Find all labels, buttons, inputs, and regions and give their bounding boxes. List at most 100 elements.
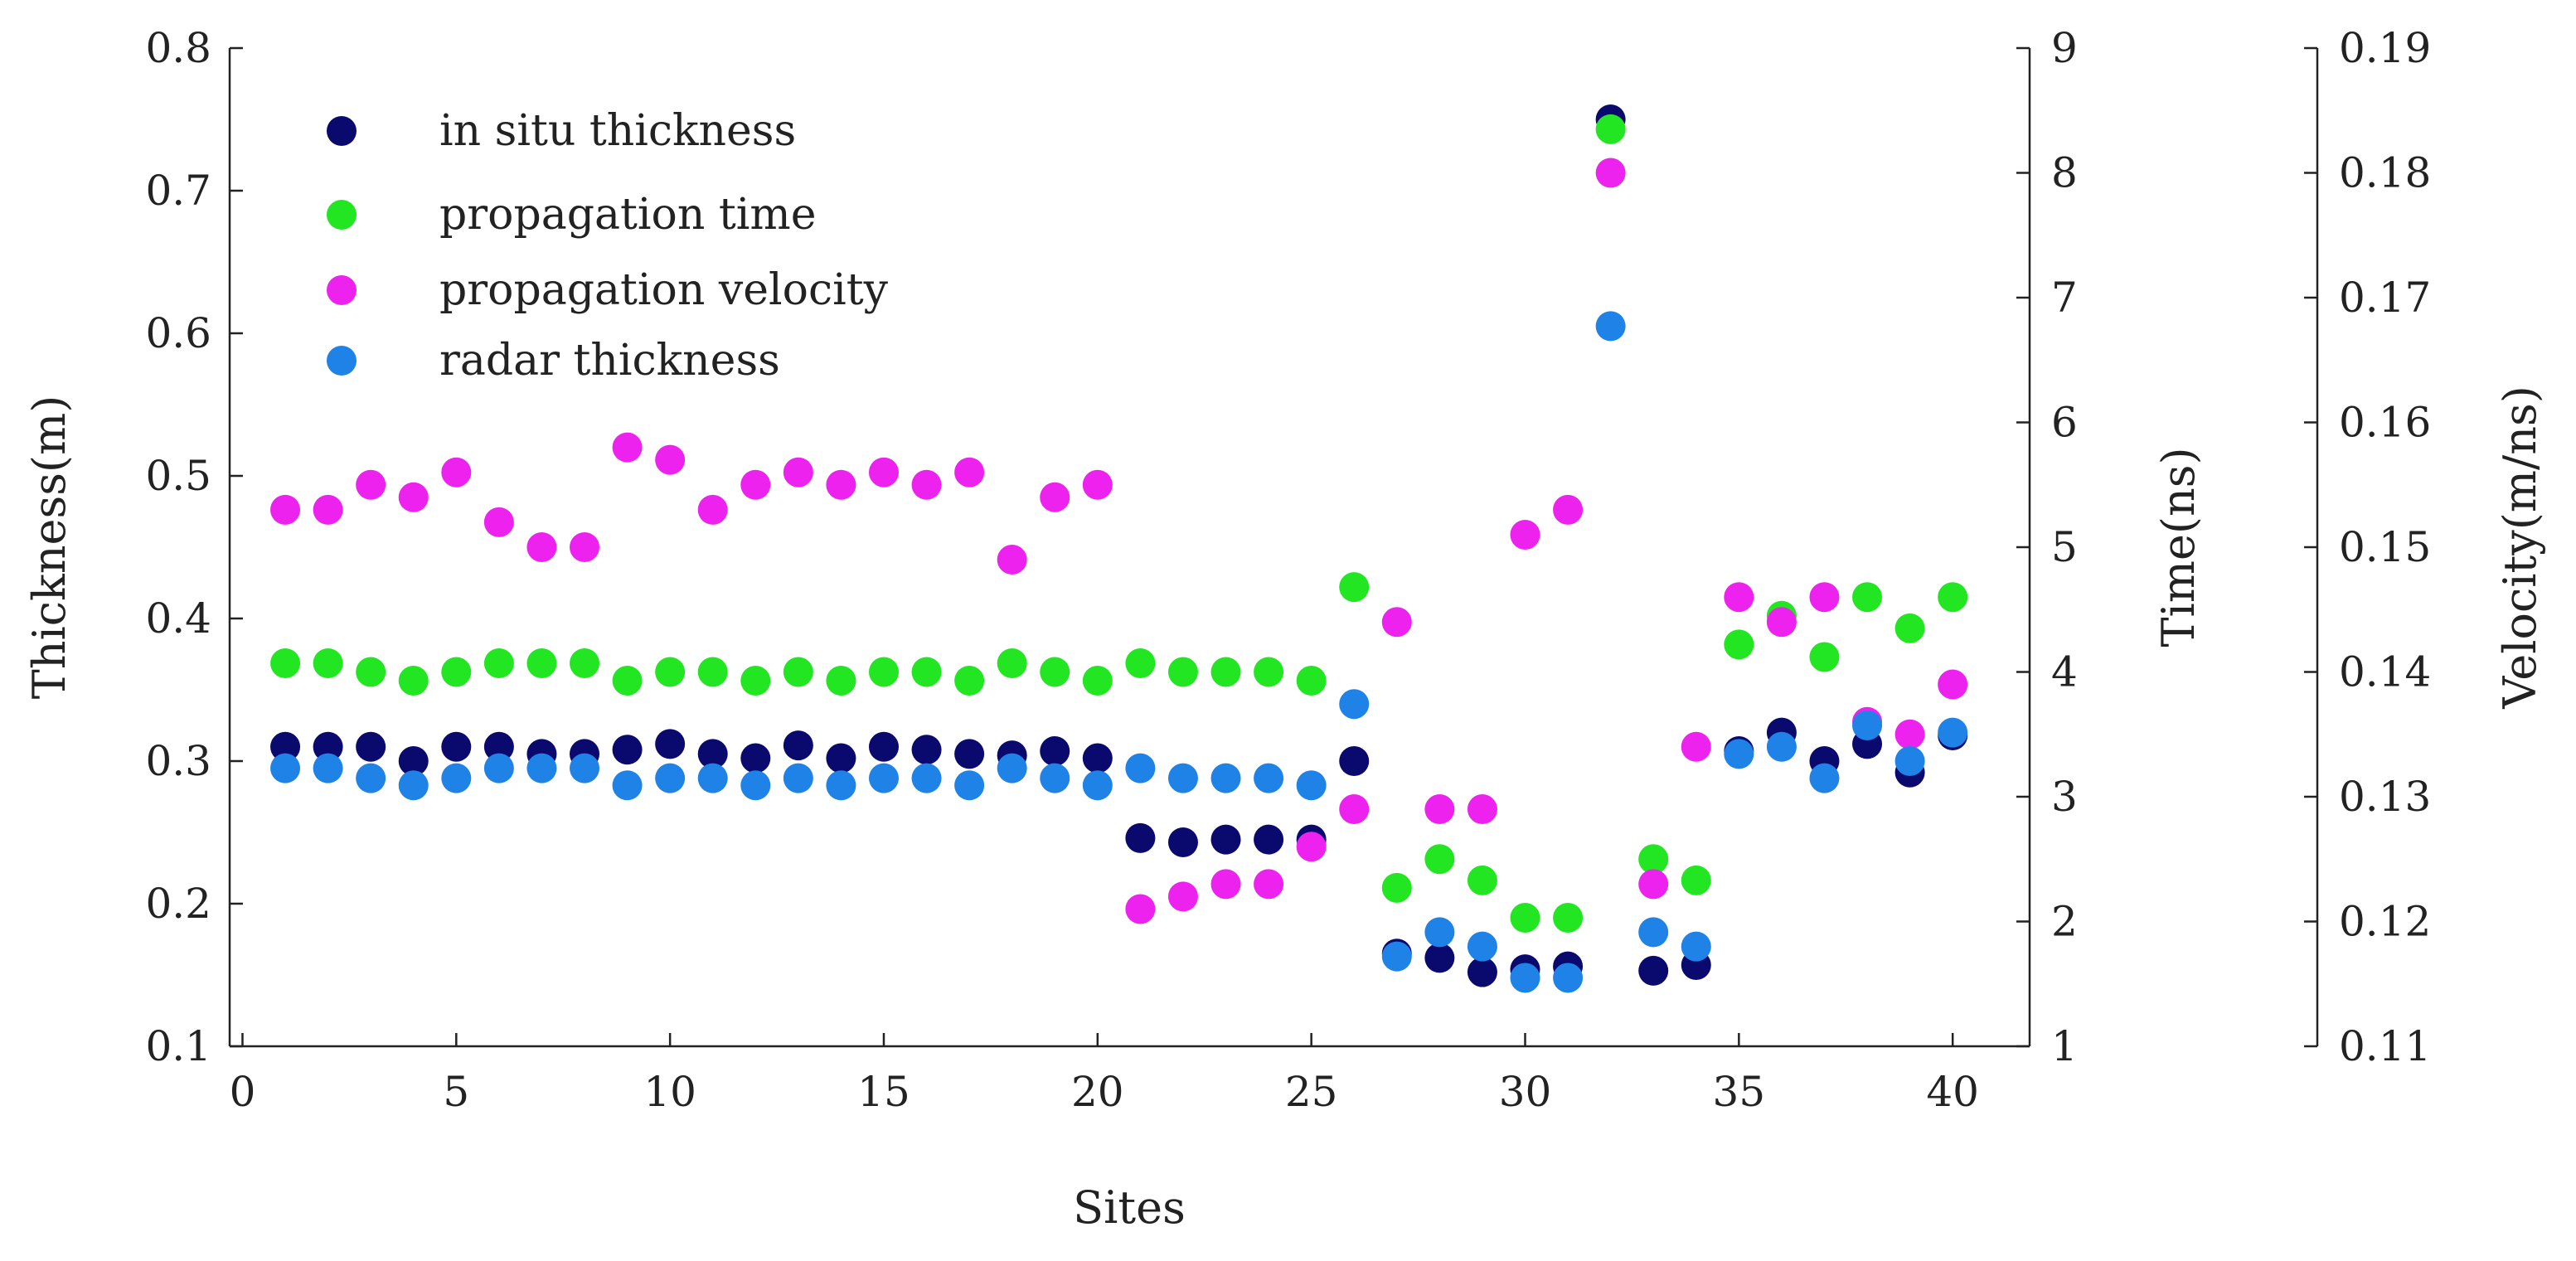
- point-propagation-velocity: [1724, 582, 1754, 613]
- time-tick-label: 7: [2051, 274, 2078, 322]
- point-propagation-velocity: [1894, 719, 1925, 749]
- legend-label-propagation-time: propagation time: [439, 190, 817, 240]
- point-propagation-time: [1381, 872, 1412, 903]
- point-propagation-time: [783, 657, 813, 687]
- point-propagation-time: [570, 647, 600, 678]
- point-radar-thickness: [441, 763, 472, 793]
- point-propagation-velocity: [740, 469, 771, 500]
- point-radar-thickness: [1553, 963, 1584, 993]
- point-in-situ-thickness: [1167, 827, 1198, 858]
- point-propagation-time: [1894, 613, 1925, 643]
- point-propagation-velocity: [441, 457, 472, 487]
- point-propagation-velocity: [1210, 869, 1241, 900]
- point-propagation-velocity: [1167, 881, 1198, 912]
- point-in-situ-thickness: [398, 746, 429, 776]
- time-axis-title: Time(ns): [2152, 447, 2205, 647]
- point-propagation-time: [356, 657, 386, 687]
- point-propagation-time: [526, 647, 557, 678]
- velocity-tick-label: 0.16: [2339, 399, 2431, 447]
- point-propagation-velocity: [526, 532, 557, 562]
- x-tick-label: 30: [1499, 1068, 1552, 1116]
- point-propagation-time: [1553, 902, 1584, 933]
- point-radar-thickness: [398, 770, 429, 801]
- point-in-situ-thickness: [612, 735, 643, 765]
- point-propagation-time: [954, 666, 985, 696]
- point-in-situ-thickness: [356, 731, 386, 762]
- time-tick-label: 5: [2051, 523, 2078, 571]
- thickness-tick-label: 0.6: [145, 309, 211, 357]
- point-in-situ-thickness: [868, 731, 899, 762]
- point-radar-thickness: [655, 763, 686, 793]
- point-radar-thickness: [1082, 770, 1113, 801]
- point-propagation-time: [1510, 902, 1540, 933]
- x-tick-label: 20: [1071, 1068, 1124, 1116]
- point-propagation-time: [1852, 582, 1883, 613]
- point-in-situ-thickness: [697, 739, 728, 769]
- time-tick-label: 9: [2051, 24, 2078, 72]
- point-radar-thickness: [1510, 963, 1540, 993]
- point-propagation-velocity: [1254, 869, 1284, 900]
- velocity-tick-label: 0.17: [2339, 274, 2431, 322]
- thickness-axis-title: Thickness(m): [23, 395, 75, 700]
- point-propagation-velocity: [1082, 469, 1113, 500]
- point-propagation-velocity: [483, 507, 514, 537]
- velocity-tick-label: 0.12: [2339, 898, 2431, 946]
- point-in-situ-thickness: [483, 731, 514, 762]
- point-propagation-velocity: [398, 482, 429, 512]
- point-propagation-velocity: [954, 457, 985, 487]
- velocity-tick-label: 0.18: [2339, 149, 2431, 197]
- x-tick-label: 25: [1285, 1068, 1338, 1116]
- x-tick-label: 0: [230, 1068, 256, 1116]
- point-propagation-time: [313, 647, 343, 678]
- thickness-tick-label: 0.2: [145, 880, 211, 928]
- point-in-situ-thickness: [783, 730, 813, 761]
- point-propagation-time: [997, 647, 1027, 678]
- point-propagation-velocity: [1766, 607, 1797, 638]
- point-radar-thickness: [1254, 763, 1284, 793]
- x-tick-label: 40: [1926, 1068, 1979, 1116]
- point-radar-thickness: [483, 753, 514, 783]
- point-propagation-velocity: [911, 469, 942, 500]
- point-radar-thickness: [826, 770, 856, 801]
- point-in-situ-thickness: [1082, 743, 1113, 774]
- point-radar-thickness: [1681, 931, 1711, 962]
- legend-label-radar-thickness: radar thickness: [439, 336, 780, 386]
- point-propagation-velocity: [1938, 669, 1968, 700]
- x-tick-label: 10: [643, 1068, 696, 1116]
- point-in-situ-thickness: [1424, 943, 1455, 973]
- point-in-situ-thickness: [954, 739, 985, 769]
- point-radar-thickness: [1724, 739, 1754, 769]
- point-in-situ-thickness: [1040, 735, 1070, 766]
- thickness-tick-label: 0.7: [145, 167, 211, 215]
- point-radar-thickness: [911, 763, 942, 793]
- velocity-tick-label: 0.11: [2339, 1022, 2431, 1070]
- point-propagation-time: [826, 666, 856, 696]
- point-in-situ-thickness: [1254, 824, 1284, 855]
- point-propagation-velocity: [356, 469, 386, 500]
- point-radar-thickness: [1595, 311, 1626, 342]
- point-propagation-time: [612, 666, 643, 696]
- point-propagation-velocity: [1510, 519, 1540, 550]
- point-radar-thickness: [1339, 689, 1370, 720]
- point-propagation-velocity: [1681, 731, 1711, 762]
- point-propagation-time: [1254, 657, 1284, 687]
- point-radar-thickness: [1852, 711, 1883, 740]
- point-radar-thickness: [1296, 770, 1327, 801]
- legend-marker-propagation-time: [327, 200, 357, 230]
- point-propagation-velocity: [697, 494, 728, 525]
- point-propagation-time: [1938, 582, 1968, 613]
- legend-label-in-situ-thickness: in situ thickness: [439, 106, 796, 156]
- point-propagation-time: [1040, 657, 1070, 687]
- point-propagation-time: [1467, 865, 1497, 895]
- point-in-situ-thickness: [270, 731, 301, 762]
- point-propagation-time: [1082, 666, 1113, 696]
- thickness-tick-label: 0.5: [145, 452, 211, 500]
- point-radar-thickness: [1125, 753, 1156, 783]
- point-in-situ-thickness: [826, 743, 856, 774]
- point-propagation-velocity: [1296, 832, 1327, 862]
- velocity-axis-title: Velocity(m/ns): [2494, 386, 2546, 710]
- legend-marker-in-situ-thickness: [327, 116, 357, 146]
- legend: in situ thickness propagation time propa…: [327, 106, 889, 386]
- point-radar-thickness: [1210, 763, 1241, 793]
- point-propagation-time: [1724, 629, 1754, 660]
